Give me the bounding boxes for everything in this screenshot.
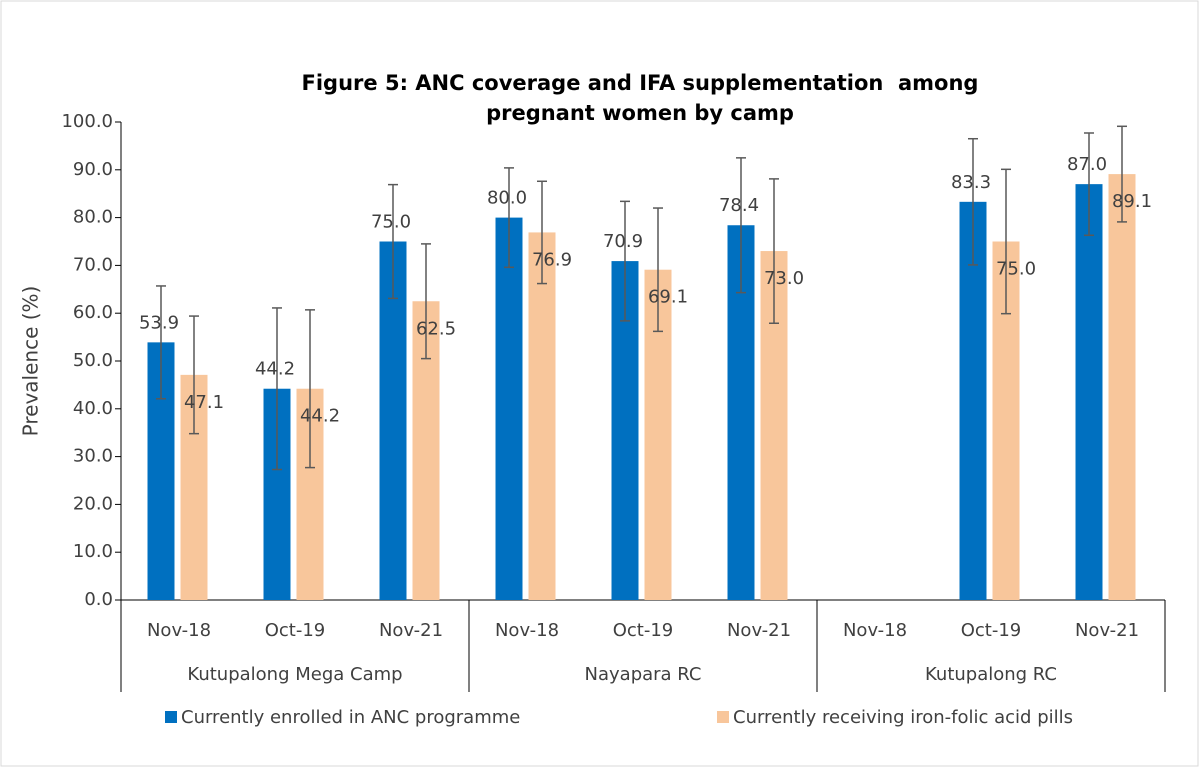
legend-swatch xyxy=(165,711,177,723)
x-tick-label: Nov-21 xyxy=(727,620,791,641)
bar xyxy=(1108,174,1136,601)
x-tick-label: Oct-19 xyxy=(961,620,1022,641)
bar xyxy=(959,201,987,601)
y-tick-label: 20.0 xyxy=(73,493,113,514)
data-label: 78.4 xyxy=(719,195,759,216)
bar xyxy=(495,217,523,600)
chart-title: Figure 5: ANC coverage and IFA supplemen… xyxy=(301,71,986,125)
group-label: Kutupalong RC xyxy=(925,664,1057,685)
data-label: 87.0 xyxy=(1067,154,1107,175)
x-tick-label: Nov-18 xyxy=(843,620,907,641)
y-tick-label: 10.0 xyxy=(73,541,113,562)
data-label: 75.0 xyxy=(371,212,411,233)
data-label: 44.2 xyxy=(300,406,340,427)
y-tick-label: 60.0 xyxy=(73,302,113,323)
x-tick-label: Nov-18 xyxy=(147,620,211,641)
data-label: 47.1 xyxy=(184,392,224,413)
y-tick-label: 50.0 xyxy=(73,350,113,371)
x-tick-label: Nov-18 xyxy=(495,620,559,641)
group-label: Nayapara RC xyxy=(585,664,702,685)
bar xyxy=(379,241,407,600)
y-tick-label: 100.0 xyxy=(61,111,113,132)
x-tick-label: Nov-21 xyxy=(1075,620,1139,641)
group-label: Kutupalong Mega Camp xyxy=(187,664,402,685)
x-tick-label: Oct-19 xyxy=(265,620,326,641)
data-label: 75.0 xyxy=(996,259,1036,280)
y-axis-label: Prevalence (%) xyxy=(19,286,43,437)
data-label: 89.1 xyxy=(1112,191,1152,212)
data-label: 83.3 xyxy=(951,172,991,193)
y-tick-label: 40.0 xyxy=(73,398,113,419)
y-tick-label: 80.0 xyxy=(73,207,113,228)
data-label: 62.5 xyxy=(416,318,456,339)
y-tick-label: 30.0 xyxy=(73,446,113,467)
data-label: 44.2 xyxy=(255,359,295,380)
x-tick-label: Oct-19 xyxy=(613,620,674,641)
bar xyxy=(1075,184,1103,600)
x-tick-label: Nov-21 xyxy=(379,620,443,641)
legend-label: Currently enrolled in ANC programme xyxy=(181,707,520,728)
data-label: 76.9 xyxy=(532,249,572,270)
y-tick-label: 70.0 xyxy=(73,254,113,275)
data-label: 70.9 xyxy=(603,231,643,252)
data-label: 80.0 xyxy=(487,188,527,209)
data-label: 69.1 xyxy=(648,287,688,308)
data-label: 73.0 xyxy=(764,268,804,289)
data-label: 53.9 xyxy=(139,312,179,333)
bar xyxy=(528,232,556,600)
y-tick-label: 0.0 xyxy=(84,589,113,610)
legend-swatch xyxy=(717,711,729,723)
y-tick-label: 90.0 xyxy=(73,159,113,180)
legend-label: Currently receiving iron-folic acid pill… xyxy=(733,707,1073,728)
